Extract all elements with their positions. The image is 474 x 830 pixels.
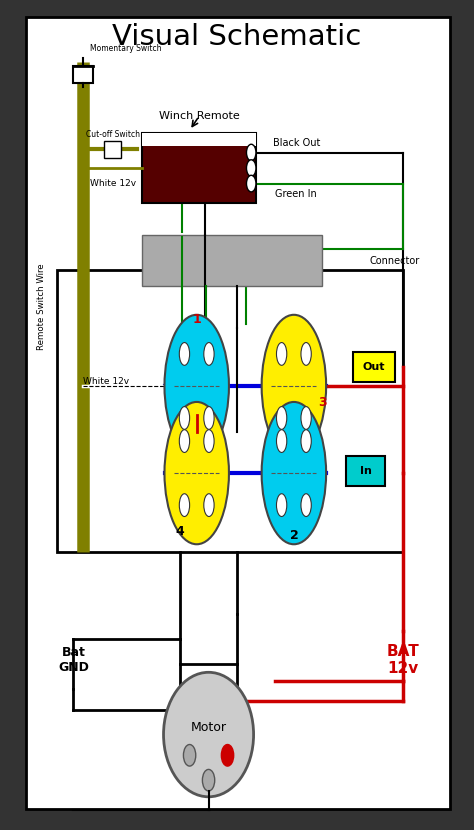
Ellipse shape bbox=[204, 430, 214, 452]
Text: Green In: Green In bbox=[275, 188, 317, 198]
Bar bbox=[57, 270, 403, 552]
Text: In: In bbox=[360, 466, 372, 476]
Ellipse shape bbox=[262, 402, 326, 544]
Text: Out: Out bbox=[363, 362, 385, 372]
Text: Bat
GND: Bat GND bbox=[58, 646, 89, 674]
Bar bbox=[104, 141, 121, 158]
Bar bbox=[142, 235, 322, 286]
Ellipse shape bbox=[164, 672, 254, 797]
Ellipse shape bbox=[204, 407, 214, 429]
Text: 2: 2 bbox=[290, 529, 298, 542]
Bar bbox=[73, 66, 93, 83]
Ellipse shape bbox=[179, 407, 190, 429]
Ellipse shape bbox=[276, 494, 287, 516]
Bar bbox=[346, 456, 385, 486]
Bar bbox=[142, 133, 256, 146]
Text: Visual Schematic: Visual Schematic bbox=[112, 23, 362, 51]
Text: Momentary Switch: Momentary Switch bbox=[90, 44, 162, 52]
Ellipse shape bbox=[204, 343, 214, 365]
Ellipse shape bbox=[276, 407, 287, 429]
Text: Remote Switch Wire: Remote Switch Wire bbox=[37, 264, 46, 350]
Text: Motor: Motor bbox=[191, 721, 227, 735]
Circle shape bbox=[202, 769, 215, 791]
Circle shape bbox=[183, 745, 196, 766]
Ellipse shape bbox=[262, 315, 326, 457]
Ellipse shape bbox=[301, 343, 311, 365]
Ellipse shape bbox=[276, 430, 287, 452]
Circle shape bbox=[246, 175, 256, 192]
Circle shape bbox=[246, 159, 256, 176]
Text: BAT
12v: BAT 12v bbox=[386, 643, 419, 676]
Text: 3: 3 bbox=[318, 396, 327, 409]
Bar bbox=[353, 352, 395, 382]
Ellipse shape bbox=[301, 407, 311, 429]
Ellipse shape bbox=[301, 430, 311, 452]
Text: Cut-off Switch: Cut-off Switch bbox=[86, 130, 140, 139]
Ellipse shape bbox=[179, 494, 190, 516]
Text: Winch Remote: Winch Remote bbox=[159, 111, 239, 121]
Text: White 12v: White 12v bbox=[83, 378, 129, 386]
Circle shape bbox=[221, 745, 234, 766]
Circle shape bbox=[246, 144, 256, 161]
Ellipse shape bbox=[276, 343, 287, 365]
Bar bbox=[142, 133, 256, 203]
Text: 1: 1 bbox=[192, 313, 201, 326]
Ellipse shape bbox=[164, 315, 229, 457]
Text: Black Out: Black Out bbox=[273, 138, 320, 148]
Ellipse shape bbox=[301, 494, 311, 516]
Ellipse shape bbox=[204, 494, 214, 516]
Bar bbox=[26, 17, 450, 809]
Ellipse shape bbox=[179, 343, 190, 365]
Text: Connector: Connector bbox=[370, 256, 420, 266]
Text: 4: 4 bbox=[176, 525, 184, 538]
Ellipse shape bbox=[164, 402, 229, 544]
Text: White 12v: White 12v bbox=[90, 178, 136, 188]
Ellipse shape bbox=[179, 430, 190, 452]
